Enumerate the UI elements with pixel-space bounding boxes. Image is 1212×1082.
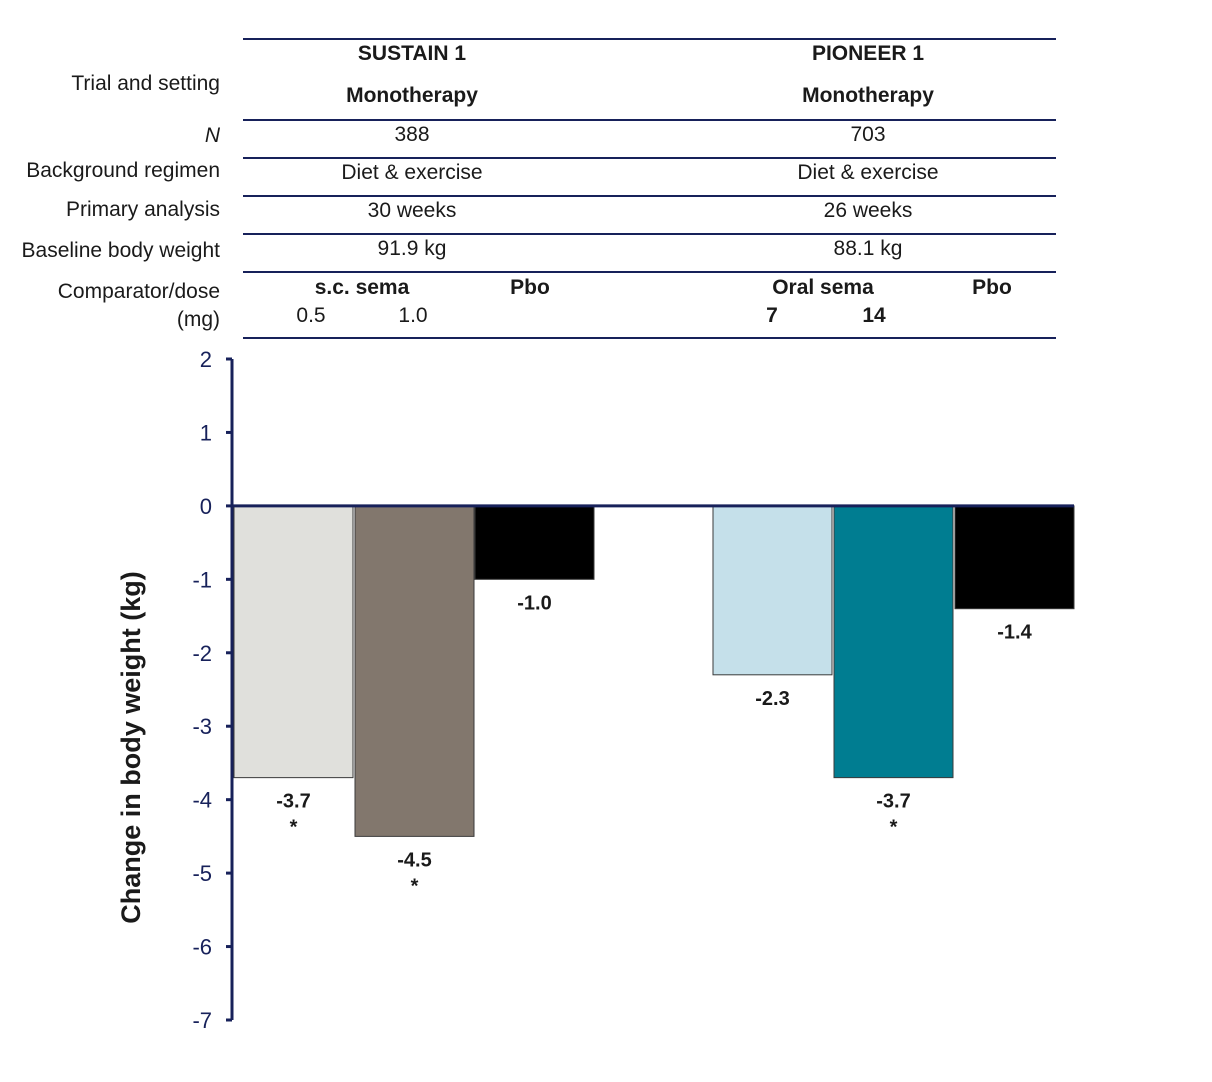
y-tick-label: 2 bbox=[200, 347, 212, 372]
table-rule bbox=[243, 119, 1056, 121]
significance-marker: * bbox=[411, 875, 419, 897]
significance-marker: * bbox=[290, 817, 298, 839]
row-label-trial: Trial and setting bbox=[71, 72, 220, 95]
n-pioneer: 703 bbox=[850, 123, 886, 146]
y-tick-label: -3 bbox=[192, 714, 212, 739]
baseline-pioneer: 88.1 kg bbox=[833, 237, 903, 260]
drug-pioneer: Oral sema bbox=[772, 276, 874, 299]
row-label-n: N bbox=[204, 124, 220, 147]
bar-4 bbox=[712, 505, 833, 676]
bar-value-label: -4.5 bbox=[397, 849, 431, 871]
primary-pioneer: 26 weeks bbox=[823, 199, 913, 222]
row-label-baseline: Baseline body weight bbox=[21, 239, 220, 262]
bar-3 bbox=[474, 505, 595, 580]
trial-name-pioneer: PIONEER 1 bbox=[811, 42, 925, 65]
table-rule bbox=[243, 195, 1056, 197]
placebo-sustain: Pbo bbox=[510, 276, 550, 299]
table-rule-top bbox=[243, 38, 1056, 40]
n-sustain: 388 bbox=[394, 123, 430, 146]
table-rule-bottom bbox=[243, 337, 1056, 339]
row-label-background: Background regimen bbox=[26, 159, 220, 182]
table-rule bbox=[243, 157, 1056, 159]
bar-value-label: -1.4 bbox=[997, 622, 1032, 644]
bar-1 bbox=[233, 505, 354, 779]
bar-value-label: -2.3 bbox=[755, 688, 789, 710]
background-sustain: Diet & exercise bbox=[341, 161, 483, 184]
bar-value-label: -3.7 bbox=[276, 791, 310, 813]
row-label-comparator: Comparator/dose bbox=[57, 280, 220, 303]
drug-sustain: s.c. sema bbox=[314, 276, 410, 299]
row-label-comparator-unit: (mg) bbox=[176, 308, 220, 331]
bar-5 bbox=[833, 505, 954, 779]
trial-setting-sustain: Monotherapy bbox=[346, 84, 478, 107]
dose-pioneer-2: 14 bbox=[862, 304, 886, 327]
trial-name-sustain: SUSTAIN 1 bbox=[357, 42, 467, 65]
y-tick-label: 1 bbox=[200, 420, 212, 445]
y-tick-label: -6 bbox=[192, 935, 212, 960]
y-tick-label: -7 bbox=[192, 1008, 212, 1033]
placebo-pioneer: Pbo bbox=[972, 276, 1012, 299]
primary-sustain: 30 weeks bbox=[367, 199, 457, 222]
table-rule bbox=[243, 233, 1056, 235]
row-label-primary: Primary analysis bbox=[65, 198, 220, 221]
y-tick-label: 0 bbox=[200, 494, 212, 519]
bar-value-label: -3.7 bbox=[876, 791, 910, 813]
dose-sustain-2: 1.0 bbox=[398, 304, 428, 327]
bar-value-label: -1.0 bbox=[517, 592, 551, 614]
y-tick-label: -4 bbox=[192, 788, 212, 813]
trial-setting-pioneer: Monotherapy bbox=[802, 84, 934, 107]
significance-marker: * bbox=[890, 817, 898, 839]
bar-6 bbox=[954, 505, 1075, 610]
y-axis-label: Change in body weight (kg) bbox=[116, 571, 146, 924]
y-tick-label: -5 bbox=[192, 861, 212, 886]
background-pioneer: Diet & exercise bbox=[797, 161, 939, 184]
bar-chart: -3.7 * -4.5 * -1.0 -2.3 -3.7 * -1.4 2 1 0 -1 -2 -3 -4 -5… bbox=[116, 347, 1075, 1033]
table-rule bbox=[243, 271, 1056, 273]
y-tick-label: -1 bbox=[192, 567, 212, 592]
dose-sustain-1: 0.5 bbox=[296, 304, 326, 327]
dose-pioneer-1: 7 bbox=[766, 304, 778, 327]
bar-2 bbox=[354, 505, 475, 837]
y-tick-label: -2 bbox=[192, 641, 212, 666]
baseline-sustain: 91.9 kg bbox=[377, 237, 447, 260]
